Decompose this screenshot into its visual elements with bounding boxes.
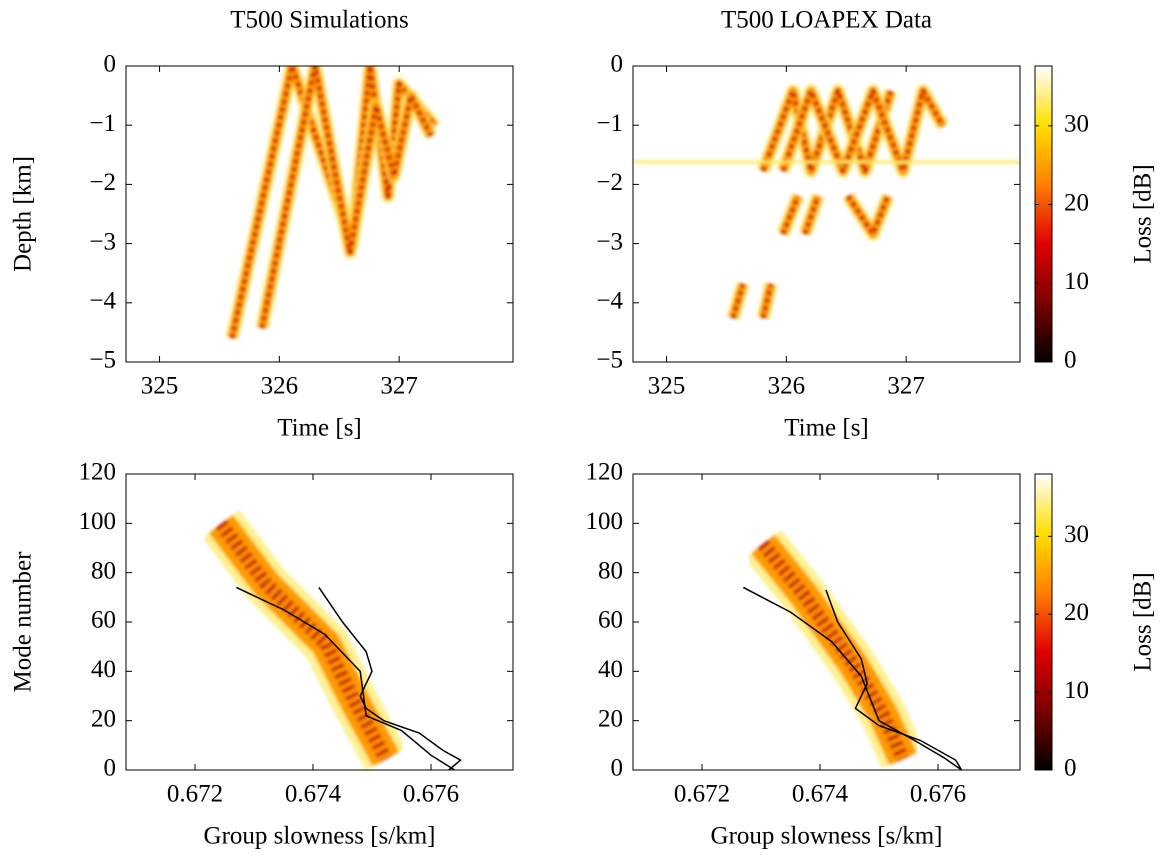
y-tick-label: 120 bbox=[79, 459, 117, 486]
x-axis-label: Time [s] bbox=[277, 415, 362, 442]
colorbar-tick-label: 10 bbox=[1064, 677, 1089, 704]
colorbar-tick-label: 20 bbox=[1064, 599, 1089, 626]
y-tick-label: 0 bbox=[104, 51, 117, 78]
x-axis-label: Group slowness [s/km] bbox=[204, 823, 436, 850]
y-tick-label: −2 bbox=[596, 169, 623, 196]
colorbar-tick-label: 0 bbox=[1064, 755, 1077, 782]
heat-core bbox=[215, 519, 393, 763]
y-tick-label: −1 bbox=[596, 110, 623, 137]
heat-core bbox=[802, 195, 821, 235]
x-tick-label: 0.676 bbox=[403, 781, 459, 808]
heat-core bbox=[730, 283, 746, 319]
y-tick-label: 100 bbox=[586, 508, 624, 535]
x-tick-label: 325 bbox=[648, 373, 686, 400]
x-tick-label: 0.672 bbox=[167, 781, 223, 808]
x-tick-label: 0.674 bbox=[792, 781, 849, 808]
heatmap-image bbox=[202, 510, 407, 770]
axes-box bbox=[125, 65, 514, 363]
heat-mid bbox=[257, 66, 436, 329]
y-tick-label: −3 bbox=[596, 228, 623, 255]
x-tick-label: 0.674 bbox=[285, 781, 342, 808]
x-tick-label: 326 bbox=[768, 373, 806, 400]
panel-title: T500 LOAPEX Data bbox=[721, 7, 932, 34]
heat-core bbox=[780, 88, 946, 174]
x-axis-label: Time [s] bbox=[784, 415, 869, 442]
y-tick-label: 100 bbox=[79, 508, 117, 535]
heat-core bbox=[780, 195, 801, 235]
y-tick-label: 80 bbox=[598, 557, 623, 584]
y-tick-label: 0 bbox=[104, 755, 117, 782]
colorbar-tick-label: 30 bbox=[1064, 111, 1089, 138]
colorbar-tick-label: 0 bbox=[1064, 347, 1077, 374]
overlay-line bbox=[825, 589, 963, 771]
y-tick-label: −3 bbox=[89, 228, 116, 255]
colorbar-label: Loss [dB] bbox=[1130, 164, 1157, 263]
axes-box bbox=[632, 65, 1021, 363]
y-tick-label: −2 bbox=[89, 169, 116, 196]
y-tick-label: 20 bbox=[91, 705, 116, 732]
y-tick-label: −4 bbox=[596, 288, 623, 315]
y-tick-label: 60 bbox=[598, 607, 623, 634]
x-tick-label: 327 bbox=[380, 373, 418, 400]
heat-core bbox=[229, 66, 437, 339]
y-tick-label: 80 bbox=[91, 557, 116, 584]
y-tick-label: −4 bbox=[89, 288, 116, 315]
colorbar-tick-label: 10 bbox=[1064, 268, 1089, 295]
y-tick-label: 20 bbox=[598, 705, 623, 732]
y-tick-label: −5 bbox=[596, 347, 623, 374]
y-tick-label: 60 bbox=[91, 607, 116, 634]
y-tick-label: 40 bbox=[91, 656, 116, 683]
overlay-line bbox=[318, 587, 462, 771]
heat-core bbox=[760, 283, 774, 319]
colorbar-tick-label: 20 bbox=[1064, 189, 1089, 216]
x-tick-label: 0.672 bbox=[674, 781, 730, 808]
y-tick-label: 40 bbox=[598, 656, 623, 683]
heat-core bbox=[845, 194, 891, 237]
y-axis-label: Mode number bbox=[10, 551, 37, 693]
heatmap-image bbox=[225, 66, 441, 340]
x-tick-label: 0.676 bbox=[910, 781, 966, 808]
y-tick-label: 0 bbox=[611, 51, 624, 78]
overlay-line bbox=[235, 586, 455, 771]
colorbar-label: Loss [dB] bbox=[1130, 572, 1157, 671]
y-tick-label: 120 bbox=[586, 459, 624, 486]
colorbar-tick-label: 30 bbox=[1064, 521, 1089, 548]
colorbar bbox=[1034, 65, 1053, 363]
overlay-line bbox=[742, 586, 963, 771]
colorbar bbox=[1034, 473, 1053, 771]
heatmap-image bbox=[633, 84, 1020, 320]
y-tick-label: 0 bbox=[611, 755, 624, 782]
x-tick-label: 325 bbox=[141, 373, 179, 400]
y-axis-label: Depth [km] bbox=[10, 156, 37, 272]
x-tick-label: 327 bbox=[887, 373, 925, 400]
y-tick-label: −5 bbox=[89, 347, 116, 374]
x-tick-label: 326 bbox=[261, 373, 299, 400]
panel-title: T500 Simulations bbox=[230, 7, 408, 34]
y-tick-label: −1 bbox=[89, 110, 116, 137]
x-axis-label: Group slowness [s/km] bbox=[711, 823, 943, 850]
